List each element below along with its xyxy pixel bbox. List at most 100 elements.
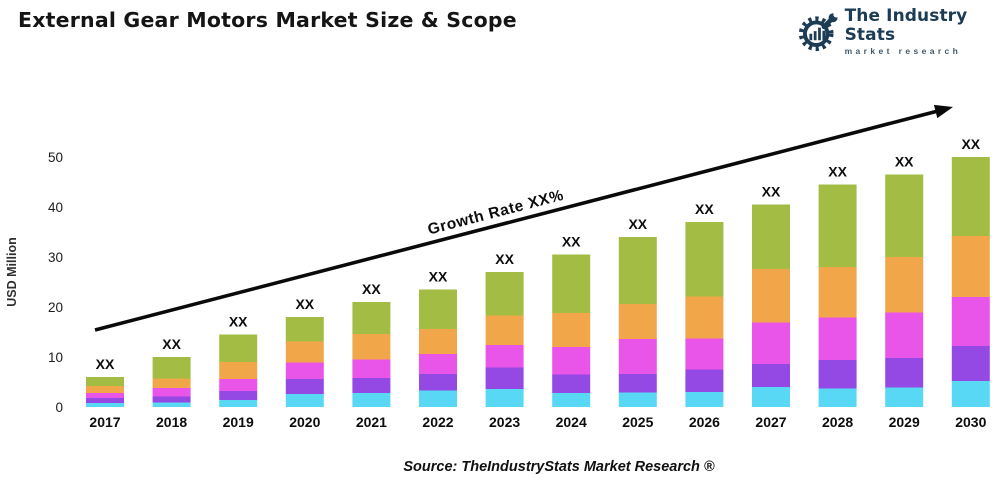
- bar-segment-magenta-2028: [818, 317, 857, 360]
- x-axis-year-label: 2023: [489, 414, 520, 430]
- bar-segment-magenta-2027: [752, 322, 790, 364]
- x-axis-year-label: 2029: [889, 414, 920, 430]
- bar-segment-purple-2019: [219, 391, 258, 400]
- bar-value-label: XX: [295, 296, 314, 312]
- bar-segment-purple-2030: [951, 346, 990, 381]
- bar-value-label: XX: [429, 269, 448, 285]
- bar-segment-purple-2020: [285, 379, 324, 394]
- trend-arrow-head: [933, 104, 953, 119]
- bar-segment-orange-2028: [818, 267, 857, 318]
- x-axis-year-label: 2017: [89, 414, 120, 430]
- bar-segment-purple-2023: [485, 367, 524, 389]
- source-note: Source: TheIndustryStats Market Research…: [403, 459, 715, 475]
- bar-value-label: XX: [362, 281, 381, 297]
- bar-segment-purple-2021: [352, 378, 391, 393]
- bar-value-label: XX: [96, 356, 115, 372]
- bar-segment-green-2021: [352, 302, 391, 334]
- x-axis-year-label: 2021: [356, 414, 387, 430]
- bar-segment-purple-2022: [419, 374, 457, 391]
- bar-segment-magenta-2022: [419, 354, 457, 374]
- bar-segment-orange-2027: [752, 269, 790, 323]
- x-axis-year-label: 2025: [622, 414, 653, 430]
- x-axis-year-label: 2018: [156, 414, 187, 430]
- y-tick-label: 40: [48, 200, 63, 215]
- bar-segment-green-2030: [951, 157, 990, 236]
- bar-segment-orange-2018: [152, 378, 191, 388]
- bar-segment-green-2019: [219, 334, 258, 362]
- x-axis-year-label: 2020: [289, 414, 320, 430]
- bar-value-label: XX: [229, 314, 248, 330]
- y-tick-label: 50: [48, 150, 63, 165]
- x-axis-year-label: 2027: [755, 414, 786, 430]
- bar-segment-cyan-2017: [86, 403, 124, 407]
- y-tick-label: 0: [55, 400, 63, 415]
- bar-segment-cyan-2018: [152, 402, 191, 407]
- bar-segment-purple-2028: [818, 360, 857, 389]
- bar-value-label: XX: [495, 251, 514, 267]
- bar-segment-purple-2029: [885, 358, 924, 388]
- bar-segment-orange-2029: [885, 257, 924, 313]
- y-axis-title: USD Million: [5, 237, 19, 306]
- y-tick-label: 30: [48, 250, 63, 265]
- bar-segment-green-2022: [419, 289, 457, 329]
- bar-segment-green-2023: [485, 272, 524, 316]
- brand-logo: The Industry Stats market research: [798, 7, 1000, 56]
- trend-arrow-line: [94, 109, 938, 332]
- bar-segment-orange-2025: [618, 304, 657, 339]
- bar-value-label: XX: [628, 216, 647, 232]
- bar-value-label: XX: [828, 164, 847, 180]
- bar-segment-orange-2021: [352, 334, 391, 360]
- bar-segment-orange-2026: [685, 296, 724, 339]
- bar-segment-cyan-2030: [951, 381, 990, 407]
- bar-segment-purple-2025: [618, 374, 657, 393]
- bar-segment-orange-2030: [951, 236, 990, 297]
- bar-segment-cyan-2025: [618, 392, 657, 407]
- bar-segment-magenta-2025: [618, 339, 657, 374]
- x-axis-year-label: 2026: [689, 414, 720, 430]
- bar-segment-orange-2020: [285, 341, 324, 363]
- gear-wrench-icon: [798, 11, 840, 51]
- bar-segment-purple-2024: [552, 374, 591, 393]
- bar-segment-magenta-2023: [485, 345, 524, 368]
- bar-segment-green-2017: [86, 377, 124, 386]
- logo-tagline: market research: [844, 46, 962, 57]
- bar-segment-green-2029: [885, 174, 924, 257]
- bar-segment-purple-2018: [152, 396, 191, 403]
- bar-value-label: XX: [762, 184, 781, 200]
- bar-segment-cyan-2020: [285, 394, 324, 407]
- bar-segment-purple-2027: [752, 364, 790, 387]
- logo-name: The Industry Stats: [844, 6, 968, 45]
- bar-segment-orange-2022: [419, 329, 457, 354]
- bar-segment-purple-2017: [86, 398, 124, 403]
- bar-segment-cyan-2026: [685, 392, 724, 407]
- logo-text: The Industry Stats market research: [844, 6, 1000, 57]
- bar-segment-green-2024: [552, 254, 591, 313]
- bar-segment-magenta-2024: [552, 347, 591, 375]
- bar-segment-magenta-2018: [152, 388, 191, 397]
- stacked-bar-chart: 0 10 20 30 40 50 USD Million XX 2017 XX 2018 XX 2019…: [0, 60, 1000, 455]
- bar-segment-orange-2024: [552, 313, 591, 347]
- bar-value-label: XX: [961, 136, 980, 152]
- bar-value-label: XX: [562, 234, 581, 250]
- x-axis-year-label: 2030: [955, 414, 986, 430]
- bar-segment-cyan-2023: [485, 389, 524, 407]
- y-tick-label: 10: [48, 350, 63, 365]
- bar-segment-orange-2019: [219, 362, 258, 379]
- bar-segment-orange-2023: [485, 315, 524, 345]
- bar-segment-magenta-2020: [285, 362, 324, 379]
- bar-segment-cyan-2022: [419, 390, 457, 407]
- bar-segment-magenta-2019: [219, 379, 258, 391]
- bar-segment-orange-2017: [86, 386, 124, 393]
- bar-segment-magenta-2026: [685, 338, 724, 370]
- x-axis-year-label: 2022: [422, 414, 453, 430]
- page-title: External Gear Motors Market Size & Scope: [18, 8, 517, 32]
- x-axis-year-label: 2028: [822, 414, 853, 430]
- bar-segment-cyan-2028: [818, 388, 857, 407]
- bar-segment-magenta-2021: [352, 359, 391, 378]
- bar-segment-green-2028: [818, 184, 857, 267]
- bar-segment-green-2027: [752, 204, 790, 269]
- bar-segment-green-2026: [685, 222, 724, 297]
- y-tick-label: 20: [48, 300, 63, 315]
